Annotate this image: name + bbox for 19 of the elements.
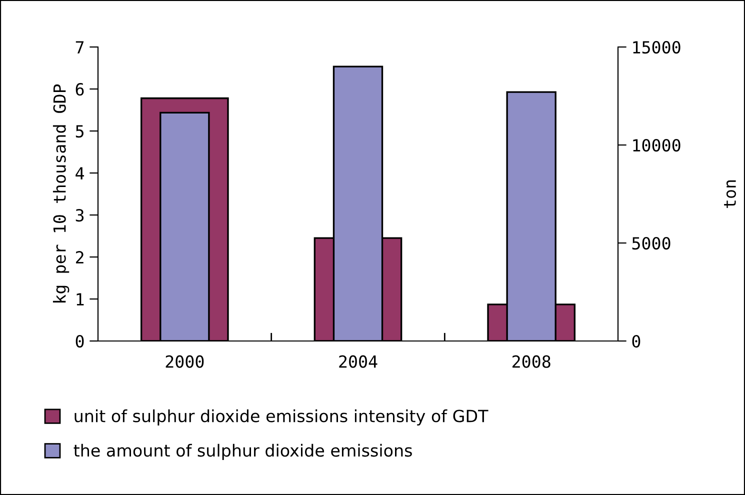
y-tick-label: 5 [76, 125, 84, 138]
legend-label: the amount of sulphur dioxide emissions [74, 444, 412, 460]
y2-tick-label: 0 [632, 335, 640, 348]
legend-label: unit of sulphur dioxide emissions intensity of GDT [74, 409, 488, 426]
y2-tick-label: 10000 [633, 139, 680, 152]
x-tick-label: 2000 [166, 355, 204, 368]
y-tick-label: 4 [76, 167, 84, 180]
y-tick-label: 3 [76, 209, 84, 222]
y-tick-label: 2 [76, 251, 84, 264]
y-tick-label: 1 [76, 293, 84, 306]
x-tick-label: 2004 [339, 355, 378, 368]
y-axis-title: kg per 10 thousand GDP [52, 84, 70, 302]
y-tick-label: 7 [76, 41, 84, 54]
x-tick-label: 2008 [512, 355, 550, 368]
y-tick-label: 6 [76, 83, 84, 96]
y-tick-label: 0 [76, 335, 84, 348]
y2-axis-title: ton [724, 180, 736, 208]
y2-tick-label: 5000 [632, 237, 670, 250]
y2-tick-label: 15000 [633, 41, 680, 54]
